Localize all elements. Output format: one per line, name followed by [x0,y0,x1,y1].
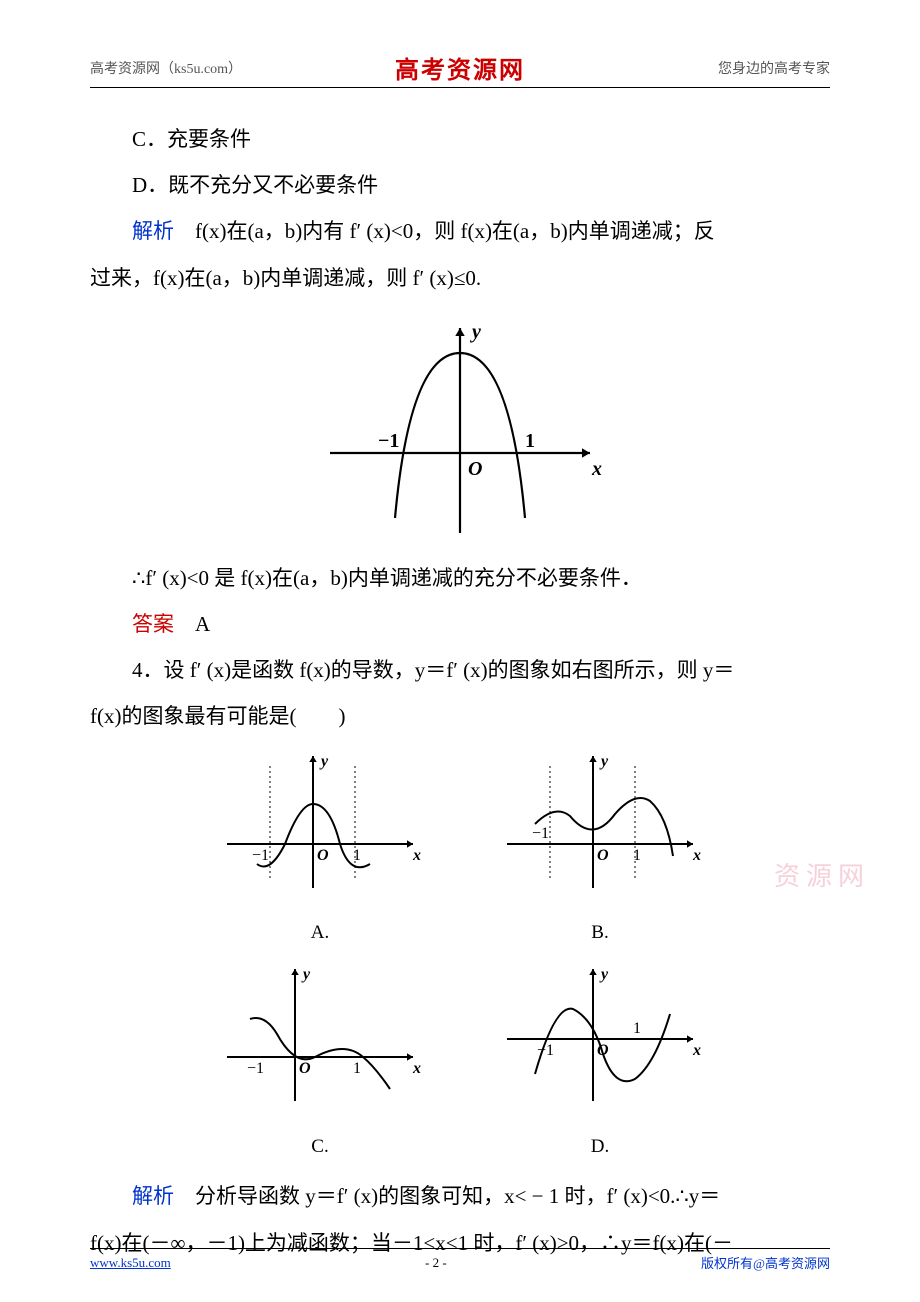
header-center-title: 高考资源网 [395,50,525,85]
svg-text:−1: −1 [532,825,549,842]
page-content: C．充要条件 D．既不充分又不必要条件 解析 f(x)在(a，b)内有 f′ (… [90,88,830,1266]
subplot-a-caption: A. [215,912,425,954]
q4-line1: 4．设 f′ (x)是函数 f(x)的导数，y＝f′ (x)的图象如右图所示，则… [90,647,830,693]
answer-1-value: A [174,612,210,636]
page-footer: www.ks5u.com - 2 - 版权所有@高考资源网 [90,1248,830,1272]
option-d: D．既不充分又不必要条件 [90,162,830,208]
subplot-b: y x O −1 1 [495,746,705,896]
answer-1-label: 答案 [132,612,174,636]
subplot-c: y x O −1 1 [215,959,425,1109]
subplot-c-wrap: y x O −1 1 C. [215,959,425,1167]
subplot-d-wrap: y x O −1 1 D. [495,959,705,1167]
analysis-1-body-2: 过来，f(x)在(a，b)内单调递减，则 f′ (x)≤0. [90,255,830,301]
footer-left-link[interactable]: www.ks5u.com [90,1255,171,1271]
header-right-text: 您身边的高考专家 [718,58,830,78]
subplot-row-1: y x O −1 1 A. y x O −1 1 B. [90,746,830,954]
svg-text:O: O [317,847,329,864]
main-figure: y x O −1 1 [310,313,610,543]
analysis-1: 解析 f(x)在(a，b)内有 f′ (x)<0，则 f(x)在(a，b)内单调… [90,208,830,254]
svg-text:y: y [301,966,311,983]
svg-text:O: O [597,1042,609,1059]
analysis-2-label: 解析 [132,1184,174,1208]
subplot-b-wrap: y x O −1 1 B. [495,746,705,954]
answer-1: 答案 A [90,601,830,647]
page-header: 高考资源网（ks5u.com） 高考资源网 您身边的高考专家 [90,0,830,88]
svg-text:−1: −1 [378,430,399,452]
subplot-c-caption: C. [215,1126,425,1168]
svg-text:1: 1 [353,1060,361,1077]
svg-text:1: 1 [633,1020,641,1037]
q4-line2: f(x)的图象最有可能是( ) [90,693,830,739]
analysis-2-line1: 分析导函数 y＝f′ (x)的图象可知，x< − 1 时，f′ (x)<0.∴y… [174,1184,720,1208]
svg-text:−1: −1 [537,1042,554,1059]
analysis-1-body-1: f(x)在(a，b)内有 f′ (x)<0，则 f(x)在(a，b)内单调递减；… [174,219,715,243]
subplot-b-caption: B. [495,912,705,954]
svg-text:O: O [468,458,482,480]
subplot-a: y x O −1 1 [215,746,425,896]
footer-page-number: - 2 - [425,1255,447,1271]
svg-text:O: O [597,847,609,864]
svg-text:x: x [591,458,602,480]
main-figure-container: y x O −1 1 [90,313,830,543]
svg-text:−1: −1 [252,847,269,864]
svg-text:O: O [299,1060,311,1077]
svg-text:y: y [599,753,609,770]
svg-text:1: 1 [353,847,361,864]
svg-text:x: x [412,1060,421,1077]
subplot-d: y x O −1 1 [495,959,705,1109]
analysis-1-label: 解析 [132,219,174,243]
header-left-text: 高考资源网（ks5u.com） [90,58,242,78]
svg-text:−1: −1 [247,1060,264,1077]
svg-text:1: 1 [633,847,641,864]
footer-copyright: 版权所有@高考资源网 [701,1253,830,1272]
svg-text:x: x [692,1042,701,1059]
svg-text:1: 1 [525,430,535,452]
svg-text:y: y [470,321,481,343]
svg-text:x: x [412,847,421,864]
svg-text:y: y [319,753,329,770]
svg-text:y: y [599,966,609,983]
subplot-d-caption: D. [495,1126,705,1168]
option-c: C．充要条件 [90,116,830,162]
subplot-row-2: y x O −1 1 C. y x O −1 1 D. [90,959,830,1167]
svg-text:x: x [692,847,701,864]
conclusion-1: ∴f′ (x)<0 是 f(x)在(a，b)内单调递减的充分不必要条件． [90,555,830,601]
subplot-a-wrap: y x O −1 1 A. [215,746,425,954]
analysis-2: 解析 分析导函数 y＝f′ (x)的图象可知，x< − 1 时，f′ (x)<0… [90,1173,830,1219]
